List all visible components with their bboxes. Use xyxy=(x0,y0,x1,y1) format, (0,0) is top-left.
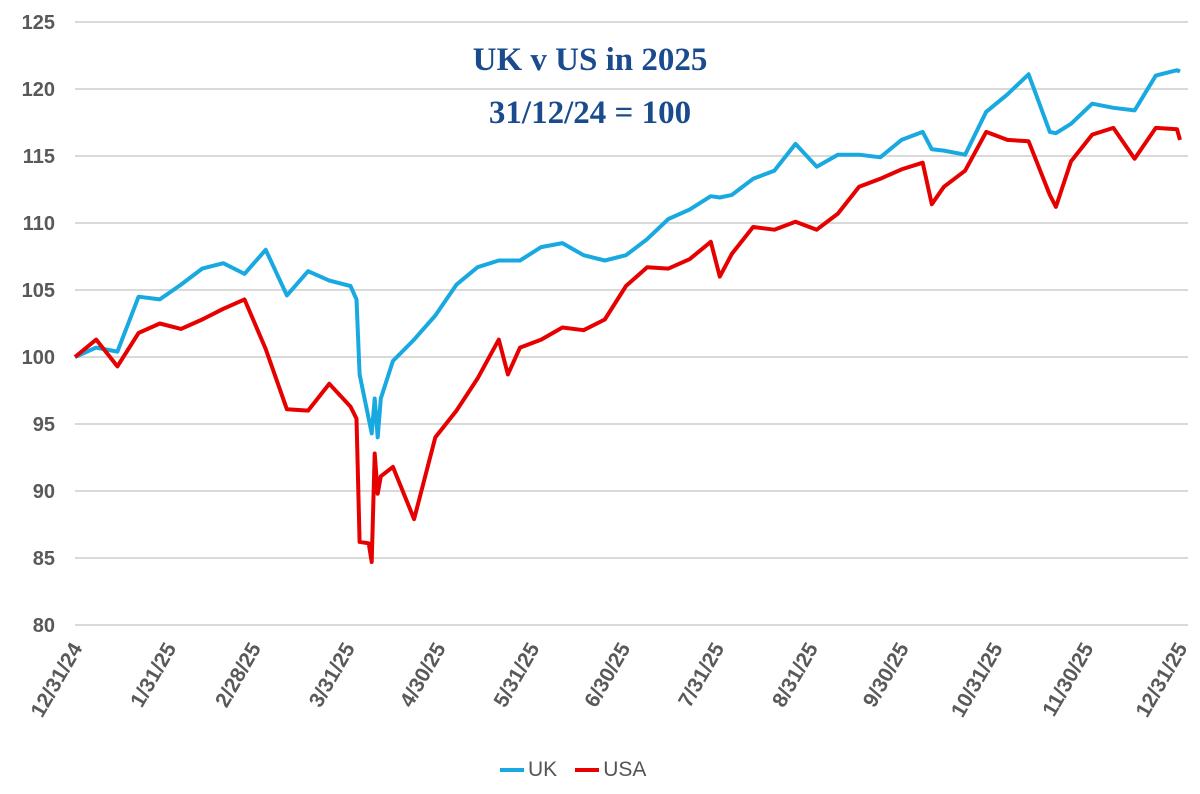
x-tick-label: 8/31/25 xyxy=(768,639,823,711)
x-tick-label: 2/28/25 xyxy=(211,639,266,711)
legend-swatch-uk xyxy=(500,768,524,772)
y-tick-label: 110 xyxy=(23,213,55,235)
x-tick-label: 11/30/25 xyxy=(1038,639,1098,721)
x-tick-label: 10/31/25 xyxy=(947,639,1008,722)
x-tick-label: 5/31/25 xyxy=(490,639,545,711)
y-tick-label: 105 xyxy=(22,280,55,302)
x-tick-label: 6/30/25 xyxy=(580,639,635,711)
y-tick-label: 100 xyxy=(22,347,55,369)
legend-label-usa: USA xyxy=(603,758,647,781)
y-tick-label: 120 xyxy=(22,79,55,101)
legend: UK USA xyxy=(500,758,646,782)
x-tick-label: 3/31/25 xyxy=(305,639,360,711)
y-tick-label: 80 xyxy=(33,615,55,637)
x-tick-label: 7/31/25 xyxy=(674,639,729,711)
y-tick-label: 115 xyxy=(23,146,55,168)
legend-item-uk: UK xyxy=(500,758,557,782)
x-tick-label: 12/31/25 xyxy=(1132,639,1193,722)
y-tick-label: 95 xyxy=(33,414,55,436)
x-tick-label: 12/31/24 xyxy=(27,639,88,722)
chart-subtitle: 31/12/24 = 100 xyxy=(488,95,692,131)
x-tick-label: 1/31/25 xyxy=(126,639,181,711)
series-line-uk xyxy=(74,68,1181,440)
legend-swatch-usa xyxy=(575,768,600,772)
series-line-usa xyxy=(73,125,1182,564)
y-tick-label: 90 xyxy=(33,481,55,503)
y-tick-label: 125 xyxy=(22,12,55,34)
y-tick-label: 85 xyxy=(33,548,55,570)
x-tick-label: 4/30/25 xyxy=(396,639,451,711)
legend-item-usa: USA xyxy=(575,758,646,782)
chart-title: UK v US in 2025 xyxy=(472,42,708,78)
legend-label-uk: UK xyxy=(528,758,558,781)
x-tick-label: 9/30/25 xyxy=(859,639,914,711)
